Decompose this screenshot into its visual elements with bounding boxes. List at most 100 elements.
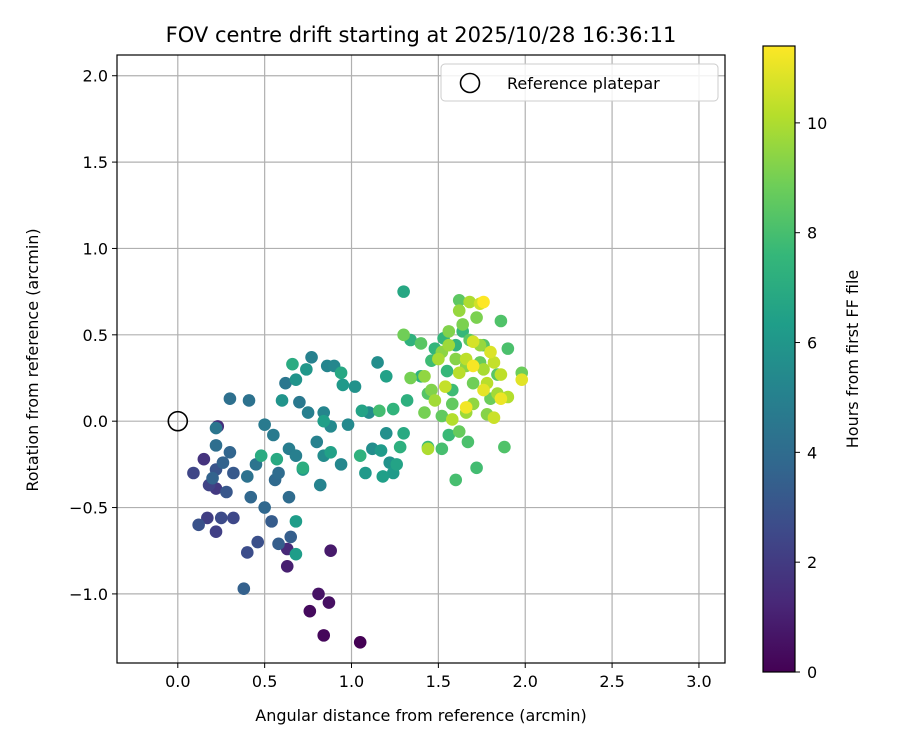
data-point [220,485,233,499]
data-point [449,473,463,487]
data-point [280,559,294,573]
data-point [414,337,428,350]
data-point [201,511,214,525]
colorbar-tick-label: 4 [807,443,817,462]
data-point [227,466,240,480]
y-axis-label: Rotation from reference (arcmin) [23,228,42,491]
data-point [209,439,223,452]
data-point [341,418,355,431]
data-point [374,444,388,457]
data-point [301,406,315,419]
data-point [452,304,466,317]
data-point [258,418,271,431]
data-point [452,366,466,380]
legend: Reference platepar [440,63,719,102]
data-point [214,511,228,525]
data-point [216,456,230,469]
data-point [379,369,393,383]
data-point [452,425,466,438]
x-ticks: 0.0 0.5 1.0 1.5 2.0 2.5 3.0 [165,663,712,691]
data-point [251,535,265,549]
x-tick-label: 0.5 [252,672,277,691]
x-tick-label: 1.0 [339,672,364,691]
data-point [289,547,303,561]
data-point [289,373,303,387]
data-point [348,380,362,393]
data-point [209,421,223,435]
data-point [494,368,508,381]
data-point [466,335,480,349]
data-point [442,325,456,338]
data-point [267,428,280,442]
data-point [317,406,331,419]
data-point [432,352,445,366]
data-point [400,394,414,407]
x-tick-label: 2.5 [599,672,624,691]
y-tick-label: 1.5 [83,153,108,172]
data-point [418,369,431,383]
data-point [404,371,417,385]
grid-lines [117,55,725,663]
y-tick-label: 2.0 [83,67,108,86]
data-point [501,342,515,355]
data-point [187,466,200,480]
data-point [324,445,337,459]
data-point [487,411,501,425]
legend-reference-marker [459,72,481,94]
data-point [240,546,254,559]
data-point [470,461,483,475]
reference-platepar-marker [167,410,189,432]
data-point [393,440,407,454]
data-point [440,364,454,378]
data-point [355,404,369,418]
data-point [390,458,403,471]
data-point [227,511,240,525]
data-point [359,466,372,480]
data-point [466,376,480,390]
data-point [272,537,285,551]
plot-area [117,55,725,663]
data-point [442,338,456,352]
data-point [293,395,306,409]
colorbar-tick-label: 2 [807,553,817,572]
data-point [240,470,254,483]
data-point [317,629,331,642]
y-tick-label: −0.5 [69,499,108,518]
data-point [282,490,296,504]
data-point [442,428,456,442]
data-point [435,442,449,456]
data-point [197,452,211,466]
data-point [270,452,284,466]
data-point [463,295,476,309]
x-tick-label: 0.0 [165,672,190,691]
x-tick-label: 2.0 [513,672,538,691]
data-point [371,356,384,369]
data-point [487,356,501,369]
data-point [386,402,400,416]
data-point [397,328,410,342]
data-point [428,394,442,407]
data-point [484,345,497,359]
axes-border [116,54,726,664]
data-point [265,515,278,528]
data-point [353,449,367,463]
data-point [300,363,313,376]
data-point [244,490,258,504]
data-point [445,413,459,426]
data-point [515,373,529,387]
data-point [498,440,511,454]
data-point [452,293,466,307]
legend-label: Reference platepar [507,74,660,93]
data-point [317,414,331,428]
data-point [242,394,256,407]
data-point [223,392,237,406]
data-point [445,397,459,411]
data-point [425,383,438,397]
legend-box [440,63,719,102]
data-point [459,401,473,414]
data-point [477,383,490,397]
x-tick-label: 3.0 [686,672,711,691]
data-point [312,587,325,601]
data-point [209,525,223,539]
data-point [336,378,350,392]
